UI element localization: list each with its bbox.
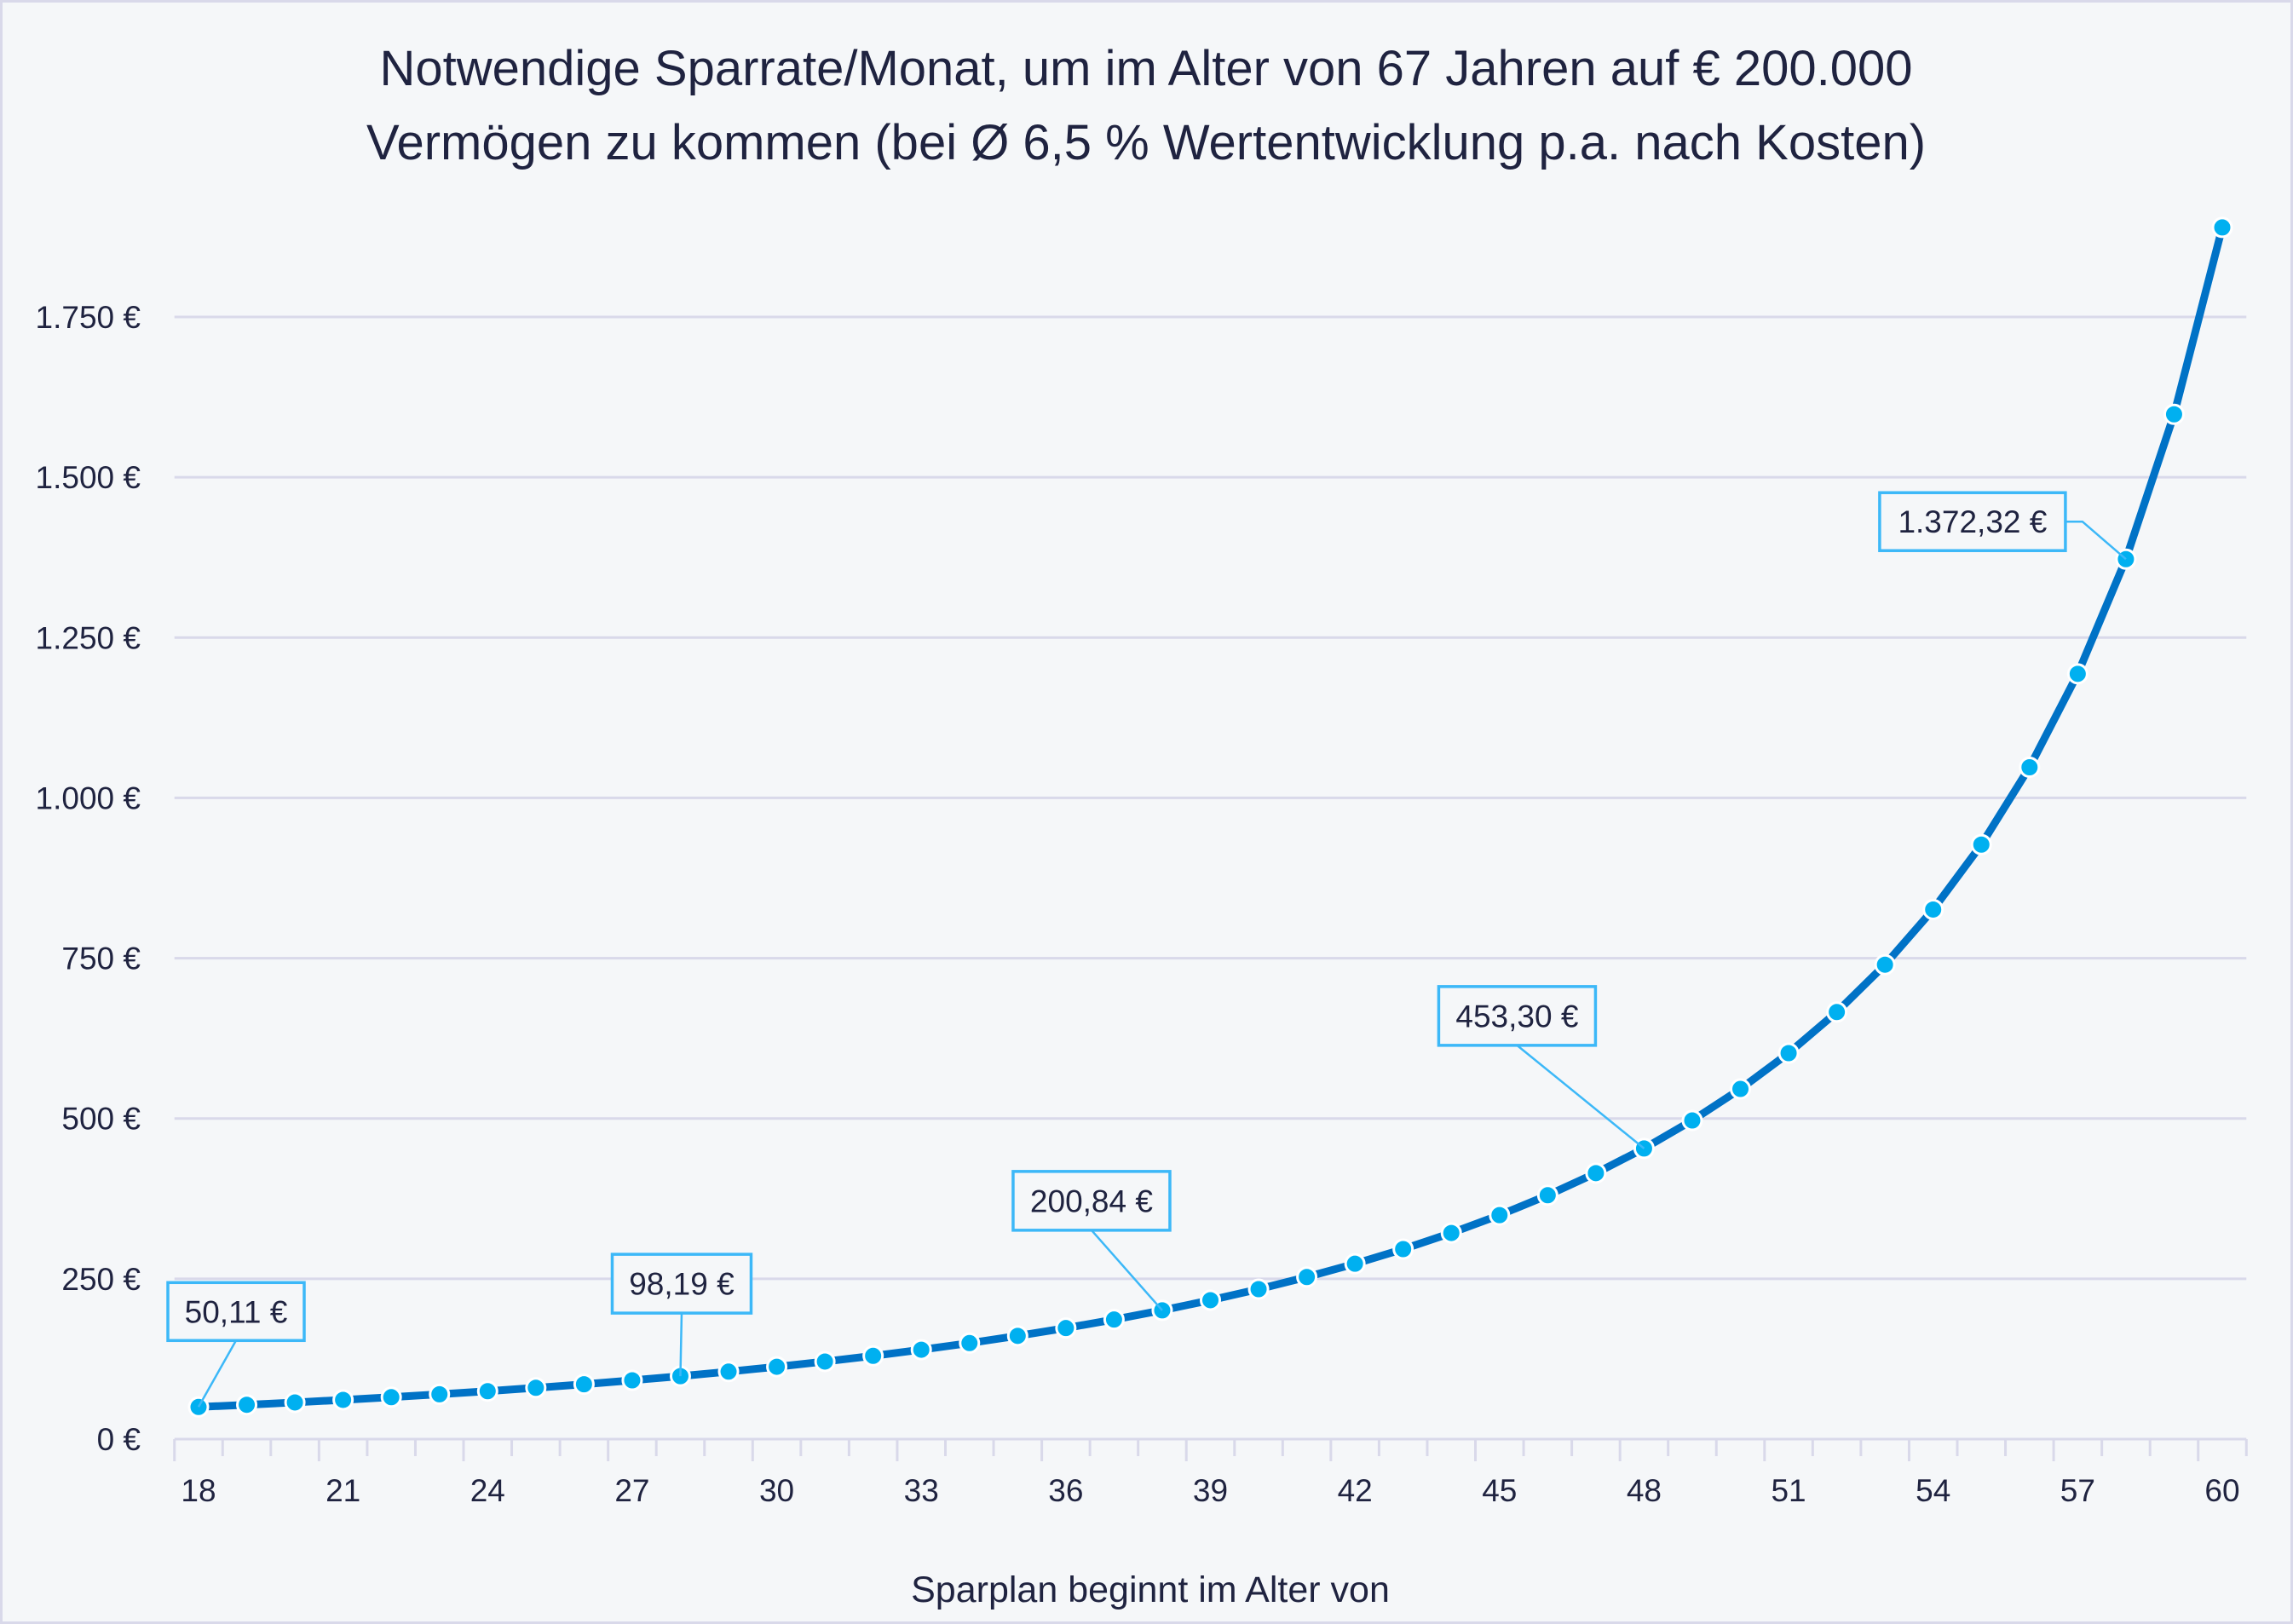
x-tick-label: 57 <box>2060 1473 2095 1508</box>
annotation-box <box>166 1281 306 1343</box>
x-tick-label: 60 <box>2204 1473 2239 1508</box>
data-point <box>1103 1309 1125 1331</box>
data-point <box>1247 1278 1270 1300</box>
data-point <box>2163 403 2185 425</box>
data-point <box>1922 898 1944 920</box>
x-tick-label: 30 <box>759 1473 794 1508</box>
data-label-annotation: 1.372,32 € <box>1878 491 2127 561</box>
x-tick-label: 24 <box>470 1473 505 1508</box>
annotation-leader-line <box>1516 1044 1645 1149</box>
data-point <box>1344 1253 1366 1275</box>
x-tick-label: 48 <box>1627 1473 1662 1508</box>
data-point <box>476 1380 498 1402</box>
x-tick-label: 45 <box>1482 1473 1517 1508</box>
data-point <box>621 1369 643 1391</box>
data-point <box>1681 1109 1703 1132</box>
data-point <box>284 1391 306 1414</box>
data-point <box>1055 1317 1077 1339</box>
annotation-leader-line <box>197 1339 238 1408</box>
data-point <box>1730 1078 1752 1100</box>
data-label-annotation: 98,19 € <box>610 1253 753 1377</box>
data-point <box>236 1394 258 1416</box>
annotation-leader-line <box>679 1313 683 1377</box>
annotation-box <box>1878 491 2067 552</box>
annotation-label: 1.372,32 € <box>1898 504 2047 539</box>
annotation-box <box>610 1253 753 1315</box>
y-tick-label: 500 € <box>61 1102 141 1137</box>
data-point <box>1826 1001 1848 1023</box>
data-point <box>862 1345 884 1367</box>
data-point <box>1200 1289 1221 1311</box>
x-tick-label: 27 <box>614 1473 649 1508</box>
x-tick-label: 54 <box>1916 1473 1950 1508</box>
annotation-box <box>1011 1170 1172 1232</box>
y-tick-label: 1.000 € <box>36 780 141 815</box>
x-tick-label: 42 <box>1338 1473 1373 1508</box>
annotation-label: 453,30 € <box>1455 999 1578 1034</box>
data-point <box>1536 1184 1558 1206</box>
y-tick-label: 1.250 € <box>36 620 141 655</box>
data-label-annotation: 453,30 € <box>1437 985 1645 1149</box>
x-tick-label: 51 <box>1771 1473 1806 1508</box>
y-tick-label: 0 € <box>97 1422 141 1457</box>
data-point <box>380 1386 402 1408</box>
data-point <box>814 1350 836 1373</box>
x-tick-label: 21 <box>326 1473 360 1508</box>
y-tick-label: 1.500 € <box>36 460 141 495</box>
x-tick-label: 39 <box>1193 1473 1228 1508</box>
annotation-leader-line <box>2065 520 2127 561</box>
data-point <box>1440 1222 1462 1244</box>
data-point <box>2066 663 2088 685</box>
data-point <box>959 1332 981 1354</box>
data-point <box>573 1373 595 1396</box>
data-point <box>1777 1042 1800 1064</box>
x-tick-label: 33 <box>904 1473 939 1508</box>
data-point <box>910 1339 932 1361</box>
data-point <box>2019 757 2041 779</box>
data-point <box>429 1383 451 1405</box>
y-tick-label: 250 € <box>61 1262 141 1297</box>
data-point <box>1392 1238 1414 1260</box>
data-point <box>525 1377 547 1399</box>
data-label-annotation: 50,11 € <box>166 1281 306 1408</box>
data-point <box>1006 1325 1028 1347</box>
data-point <box>1970 833 1992 855</box>
annotation-box <box>1437 985 1598 1047</box>
x-tick-label: 18 <box>181 1473 216 1508</box>
series-line <box>198 226 2227 1411</box>
data-point <box>1489 1204 1511 1226</box>
data-point <box>2211 216 2233 239</box>
annotation-label: 98,19 € <box>629 1267 735 1302</box>
annotation-leader-line <box>1091 1230 1163 1311</box>
chart-title-line: Notwendige Sparrate/Monat, um im Alter v… <box>379 41 1912 96</box>
data-point <box>766 1356 788 1378</box>
x-tick-label: 36 <box>1048 1473 1083 1508</box>
chart-title-line: Vermögen zu kommen (bei Ø 6,5 % Wertentw… <box>366 115 1926 170</box>
annotation-label: 200,84 € <box>1030 1183 1153 1218</box>
y-tick-label: 1.750 € <box>36 300 141 335</box>
data-point <box>1296 1266 1318 1288</box>
data-point <box>717 1361 740 1383</box>
data-label-annotation: 200,84 € <box>1011 1170 1172 1311</box>
data-point <box>1585 1162 1607 1184</box>
annotation-label: 50,11 € <box>185 1294 288 1329</box>
data-point <box>1874 953 1896 976</box>
data-point <box>332 1389 354 1411</box>
x-axis-title: Sparplan beginnt im Alter von <box>911 1569 1390 1610</box>
y-tick-label: 750 € <box>61 942 141 976</box>
